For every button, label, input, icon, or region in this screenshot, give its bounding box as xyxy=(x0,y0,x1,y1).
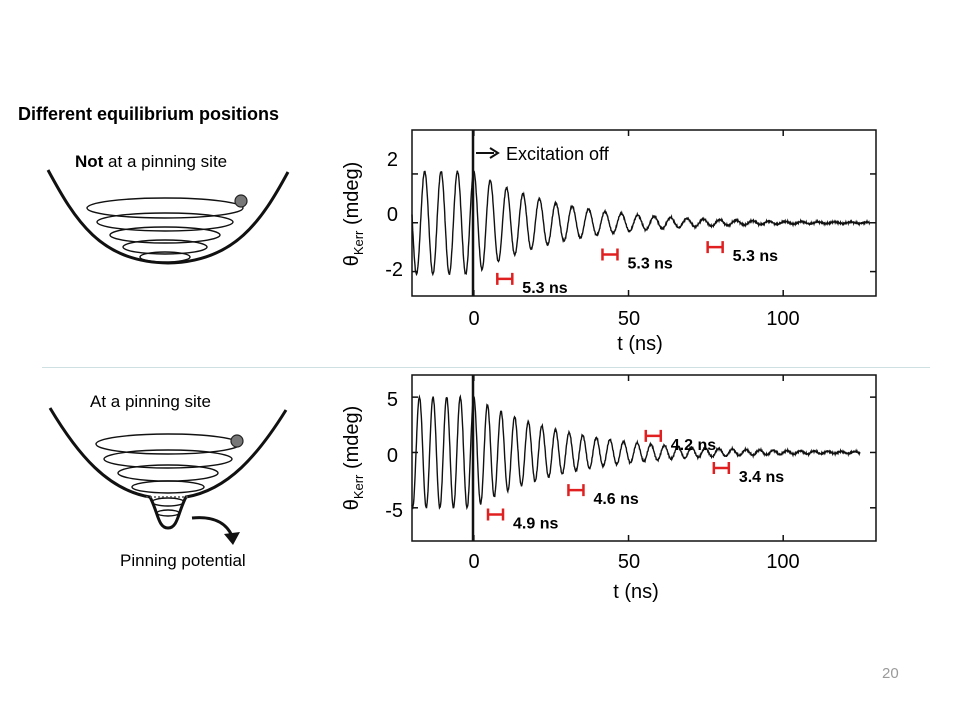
signal-line xyxy=(411,170,871,277)
xtick-bottom-1: 50 xyxy=(618,551,640,573)
top-potential-well xyxy=(46,169,290,265)
ytick-top-0: 2 xyxy=(387,149,398,171)
signal-line xyxy=(411,394,861,511)
ylabel-bottom: θKerr (mdeg) xyxy=(341,406,366,511)
ylabel-bottom-unit: (mdeg) xyxy=(341,406,363,475)
top-spiral-orbit xyxy=(86,197,244,263)
plot-frame-bottom xyxy=(411,374,877,542)
ylabel-top-unit: (mdeg) xyxy=(341,162,363,231)
annotations-bottom: 4.9 ns 4.6 ns 4.2 ns 3.4 ns xyxy=(486,429,784,532)
signal-trace-top xyxy=(411,170,871,277)
period-label-0: 4.9 ns xyxy=(513,515,558,532)
excitation-arrow-head-icon xyxy=(489,147,500,159)
period-label-2: 5.3 ns xyxy=(733,248,778,265)
ylabel-bottom-theta: θ xyxy=(341,499,363,510)
xlabel-top: t (ns) xyxy=(617,333,663,355)
bottom-spiral-orbit xyxy=(95,433,241,517)
ylabel-top: θKerr (mdeg) xyxy=(341,162,366,267)
period-label-3: 3.4 ns xyxy=(739,469,784,486)
period-marker-0 xyxy=(486,508,505,521)
period-label-2: 4.2 ns xyxy=(671,437,716,454)
ytick-top-1: 0 xyxy=(387,204,398,226)
ylabel-top-theta: θ xyxy=(341,255,363,266)
plot-frame-top xyxy=(411,129,877,297)
bottom-vortex-ball xyxy=(230,434,244,448)
signal-trace-bottom xyxy=(411,394,861,511)
period-marker-2 xyxy=(706,241,724,254)
ytick-top-2: -2 xyxy=(385,259,403,281)
period-marker-0 xyxy=(496,272,514,285)
period-marker-1 xyxy=(567,484,585,497)
section-divider xyxy=(42,367,930,368)
annotations-top: 5.3 ns 5.3 ns 5.3 ns xyxy=(496,241,778,297)
excitation-off-label: Excitation off xyxy=(506,144,610,164)
period-label-0: 5.3 ns xyxy=(522,280,567,297)
tick-marks-bottom xyxy=(412,375,876,541)
slide-title: Different equilibrium positions xyxy=(18,104,280,124)
not-pinning-label-rest: at a pinning site xyxy=(103,152,228,171)
xtick-bottom-0: 0 xyxy=(468,551,479,573)
period-marker-2 xyxy=(644,429,663,442)
period-marker-1 xyxy=(601,248,619,261)
xtick-bottom-2: 100 xyxy=(766,551,799,573)
xtick-top-1: 50 xyxy=(618,308,640,330)
xtick-top-0: 0 xyxy=(468,308,479,330)
page-number: 20 xyxy=(882,665,899,682)
pinning-arrow xyxy=(191,516,234,537)
ylabel-top-sub: Kerr xyxy=(351,230,366,255)
ytick-bottom-0: 5 xyxy=(387,389,398,411)
period-label-1: 4.6 ns xyxy=(593,491,638,508)
not-pinning-label: Not at a pinning site xyxy=(75,152,227,172)
not-emphasis: Not xyxy=(75,152,104,171)
bottom-potential-well xyxy=(48,407,288,530)
ylabel-bottom-sub: Kerr xyxy=(351,474,366,499)
period-marker-3 xyxy=(712,461,731,474)
xlabel-bottom: t (ns) xyxy=(613,581,659,603)
top-vortex-ball xyxy=(234,194,248,208)
pinning-potential-label: Pinning potential xyxy=(120,551,246,570)
xtick-top-2: 100 xyxy=(766,308,799,330)
pinning-arrow-head-icon xyxy=(224,532,240,545)
ytick-bottom-2: -5 xyxy=(385,500,403,522)
ytick-bottom-1: 0 xyxy=(387,445,398,467)
at-pinning-label: At a pinning site xyxy=(90,392,211,411)
period-label-1: 5.3 ns xyxy=(627,256,672,273)
